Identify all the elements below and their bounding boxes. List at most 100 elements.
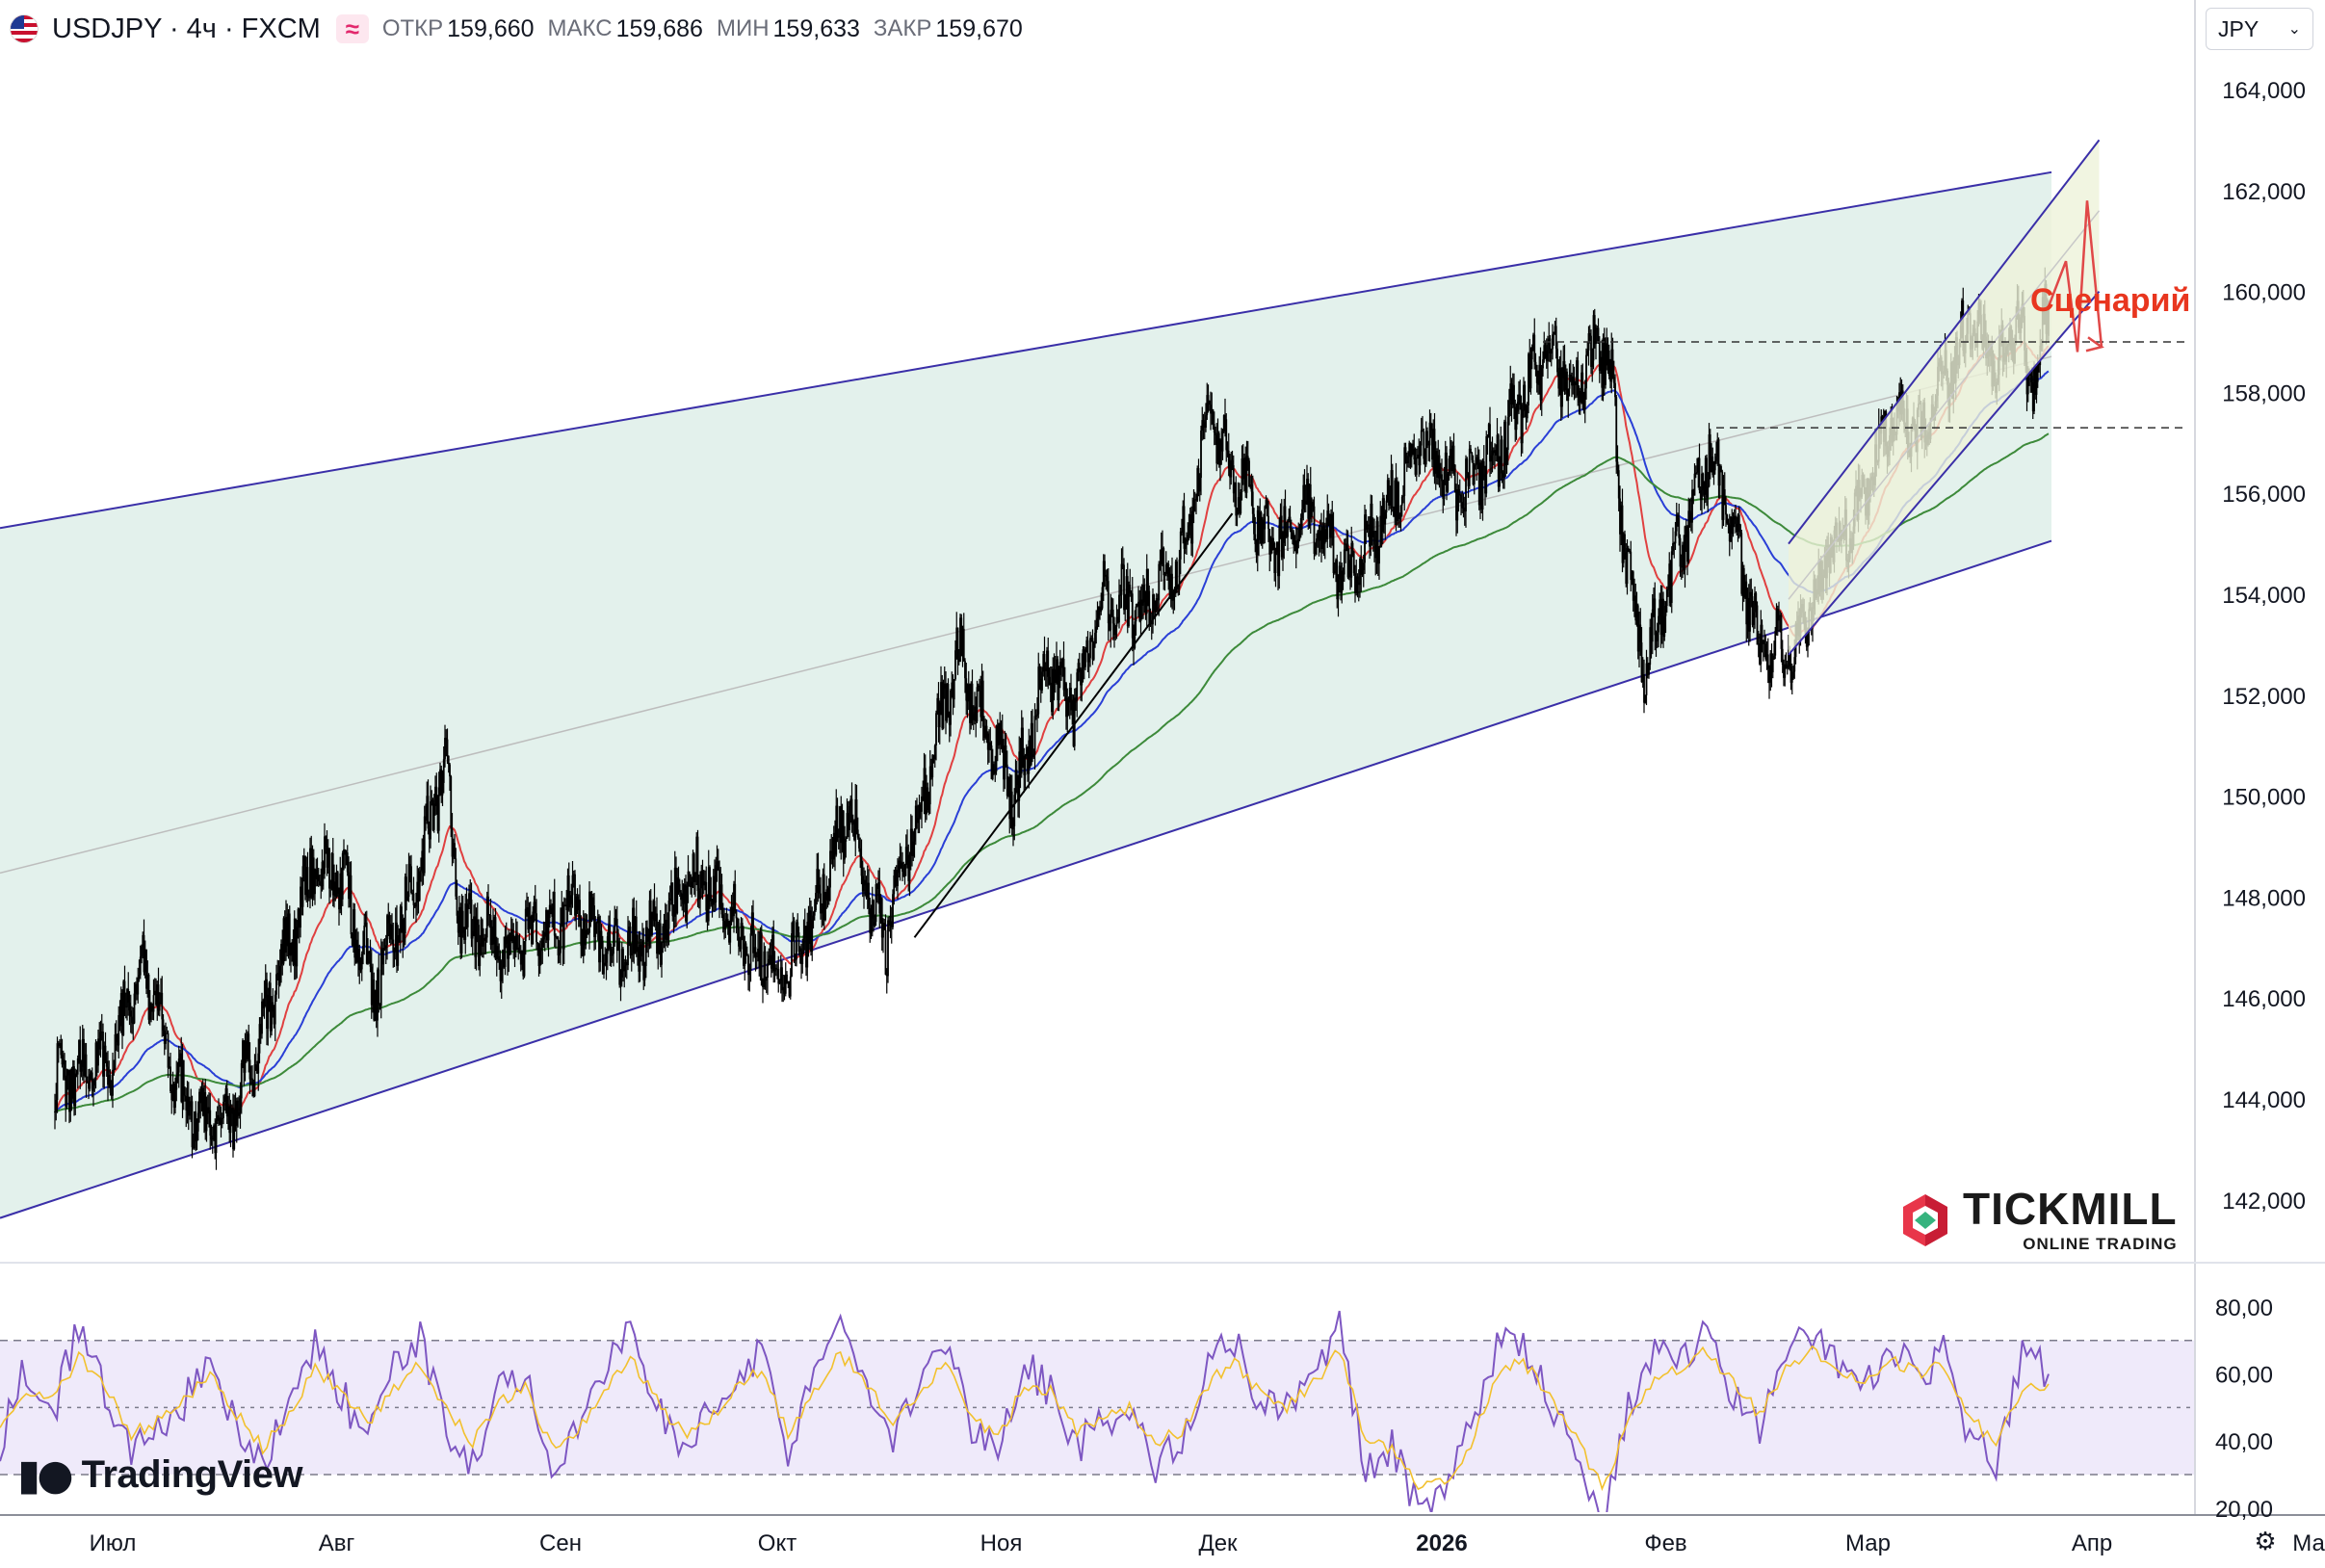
candle-body — [1561, 378, 1563, 407]
candle-body — [692, 853, 695, 882]
candle-body — [432, 803, 435, 830]
candle-body — [1115, 616, 1118, 627]
candle-body — [1699, 490, 1702, 501]
currency-select[interactable]: JPY ⌄ — [2206, 8, 2313, 50]
rsi-line[interactable] — [0, 1310, 2050, 1529]
candle-body — [1076, 672, 1079, 701]
candle-body — [829, 850, 831, 888]
candle-body — [1164, 564, 1167, 574]
ma-slow-line[interactable] — [54, 432, 2050, 1113]
candle-body — [1208, 401, 1211, 405]
candle-body — [1229, 468, 1231, 478]
tickmill-subtitle: ONLINE TRADING — [2023, 1235, 2178, 1253]
candle-body — [770, 954, 772, 969]
candle-body — [1220, 439, 1223, 452]
candle-body — [1183, 506, 1186, 549]
candle-body — [1360, 558, 1363, 575]
candle-body — [441, 782, 444, 796]
channel-upper-line[interactable] — [0, 170, 2052, 530]
candle-body — [1039, 678, 1042, 691]
candle-body — [924, 768, 927, 815]
candle-body — [372, 980, 374, 1006]
candle-body — [1380, 515, 1383, 533]
rsi-signal-line[interactable] — [0, 1345, 2050, 1492]
price-axis[interactable]: 164,000162,000160,000158,000156,000154,0… — [2222, 78, 2306, 1215]
candle-body — [514, 933, 517, 951]
candle-body — [1374, 544, 1377, 559]
candle-body — [818, 884, 821, 894]
candle-body — [1246, 456, 1249, 461]
candle-body — [717, 861, 719, 871]
candle-body — [70, 1069, 73, 1099]
candle-body — [1489, 424, 1491, 462]
candle-body — [160, 992, 162, 1003]
candle-body — [119, 993, 122, 1027]
candle-body — [350, 875, 353, 934]
candle-body — [931, 754, 934, 778]
candle-body — [413, 904, 416, 907]
rising-channel-upper[interactable] — [1788, 139, 2101, 545]
candle-body — [1694, 472, 1697, 474]
candle-body — [386, 915, 388, 946]
candle-body — [745, 943, 747, 955]
candle-body — [1148, 590, 1151, 624]
candle-body — [375, 989, 378, 1021]
candle-body — [826, 889, 829, 902]
candle-body — [1466, 458, 1469, 474]
candle-body — [1506, 416, 1509, 451]
candle-body — [863, 879, 865, 892]
candle-body — [1674, 531, 1677, 544]
candle-body — [1631, 571, 1633, 581]
candle-body — [1311, 501, 1313, 517]
candle-body — [1321, 526, 1324, 550]
candle-body — [1597, 327, 1600, 342]
candle-body — [666, 928, 669, 941]
rising-channel-lower[interactable] — [1788, 290, 2101, 656]
candle-body — [940, 682, 942, 703]
candle-body — [757, 948, 759, 956]
gear-icon[interactable]: ⚙ — [2254, 1526, 2277, 1555]
candle-body — [1110, 609, 1113, 611]
candle-body — [745, 954, 748, 956]
candle-body — [1448, 458, 1450, 474]
price-tick-label: 146,000 — [2222, 986, 2306, 1012]
candle-body — [859, 848, 862, 857]
time-tick-label: Окт — [758, 1530, 797, 1556]
symbol-title[interactable]: USDJPY · 4ч · FXCM — [52, 13, 321, 44]
candle-body — [895, 870, 898, 887]
candle-body — [1684, 526, 1686, 570]
candle-body — [534, 902, 536, 914]
candle-body — [191, 1101, 194, 1148]
candle-body — [210, 1136, 213, 1140]
candle-body — [1369, 524, 1371, 547]
candle-body — [926, 787, 927, 815]
candle-body — [1083, 649, 1085, 667]
candle-body — [1632, 571, 1634, 601]
trendline-autumn[interactable] — [913, 512, 1234, 938]
candle-body — [1667, 588, 1669, 590]
scenario-label[interactable]: Сценарий — [2030, 282, 2190, 319]
candle-body — [853, 820, 855, 841]
approx-badge[interactable]: ≈ — [335, 14, 369, 43]
candle-body — [60, 1042, 63, 1056]
candle-body — [823, 874, 825, 921]
channel-lower-line[interactable] — [0, 539, 2052, 1219]
candle-body — [258, 1024, 261, 1054]
candle-body — [404, 876, 406, 934]
candle-body — [1503, 421, 1505, 479]
candle-body — [379, 949, 382, 1006]
candle-body — [1686, 536, 1688, 562]
candle-body — [712, 875, 715, 905]
candle-body — [205, 1113, 208, 1132]
candle-body — [1350, 542, 1353, 578]
candle-body — [436, 805, 439, 831]
time-axis[interactable]: Июл Авг Сен Окт Ноя Дек 2026 Фев Мар Апр Ма — [90, 1530, 2325, 1556]
candle-body — [324, 836, 326, 875]
candle-body — [912, 841, 915, 857]
scenario-path[interactable] — [2047, 200, 2103, 353]
candle-body — [979, 685, 980, 692]
candle-body — [1616, 461, 1619, 471]
candle-body — [614, 917, 616, 931]
